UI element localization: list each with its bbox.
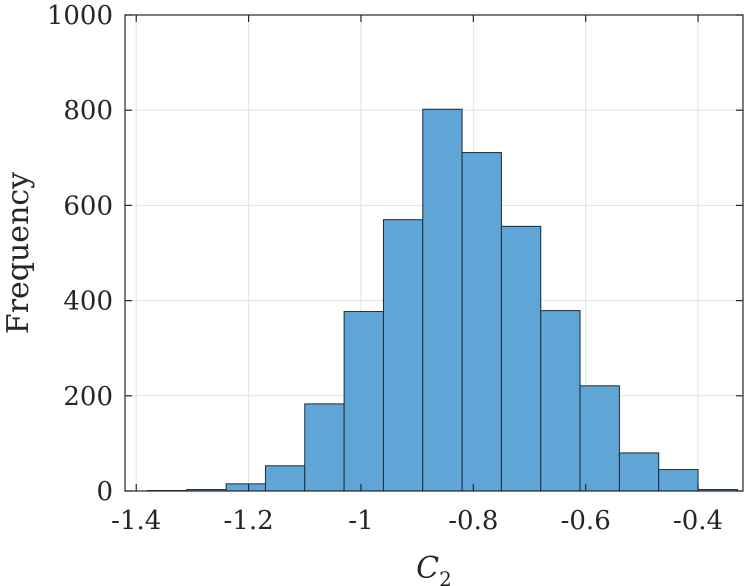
x-axis-label-subscript: 2: [439, 567, 452, 586]
y-tick-label: 200: [63, 382, 113, 412]
histogram-bar: [422, 108, 463, 492]
x-axis-label: C2: [416, 551, 452, 586]
histogram-bar: [382, 219, 424, 492]
histogram-bars: [146, 108, 738, 492]
y-axis: 0 200 400 600 800 1000: [47, 1, 743, 507]
histogram-bar: [343, 311, 384, 492]
y-tick-label: 600: [63, 191, 113, 221]
histogram-bar: [264, 465, 306, 492]
histogram-bar: [618, 452, 660, 492]
y-tick-label: 0: [96, 477, 113, 507]
x-tick-label: -1.4: [111, 506, 161, 536]
histogram-bar: [579, 385, 620, 492]
y-tick-label: 400: [63, 287, 113, 317]
x-tick-label: -0.8: [448, 506, 498, 536]
histogram-bar: [304, 403, 345, 492]
x-axis: -1.4 -1.2 -1 -0.8 -0.6 -0.4: [111, 15, 723, 536]
histogram-bar: [225, 483, 266, 492]
x-tick-label: -1.2: [224, 506, 274, 536]
histogram-bar: [540, 310, 581, 492]
y-axis-label: Frequency: [1, 172, 36, 334]
x-axis-label-base: C: [416, 551, 439, 586]
plot-frame: [124, 14, 744, 492]
histogram-bar: [500, 225, 542, 492]
x-tick-label: -1: [348, 506, 373, 536]
y-tick-label: 800: [63, 96, 113, 126]
y-tick-label: 1000: [47, 1, 113, 31]
x-tick-label: -0.4: [673, 506, 723, 536]
histogram-bar: [461, 152, 502, 492]
histogram-bar: [658, 469, 699, 492]
x-tick-label: -0.6: [561, 506, 611, 536]
